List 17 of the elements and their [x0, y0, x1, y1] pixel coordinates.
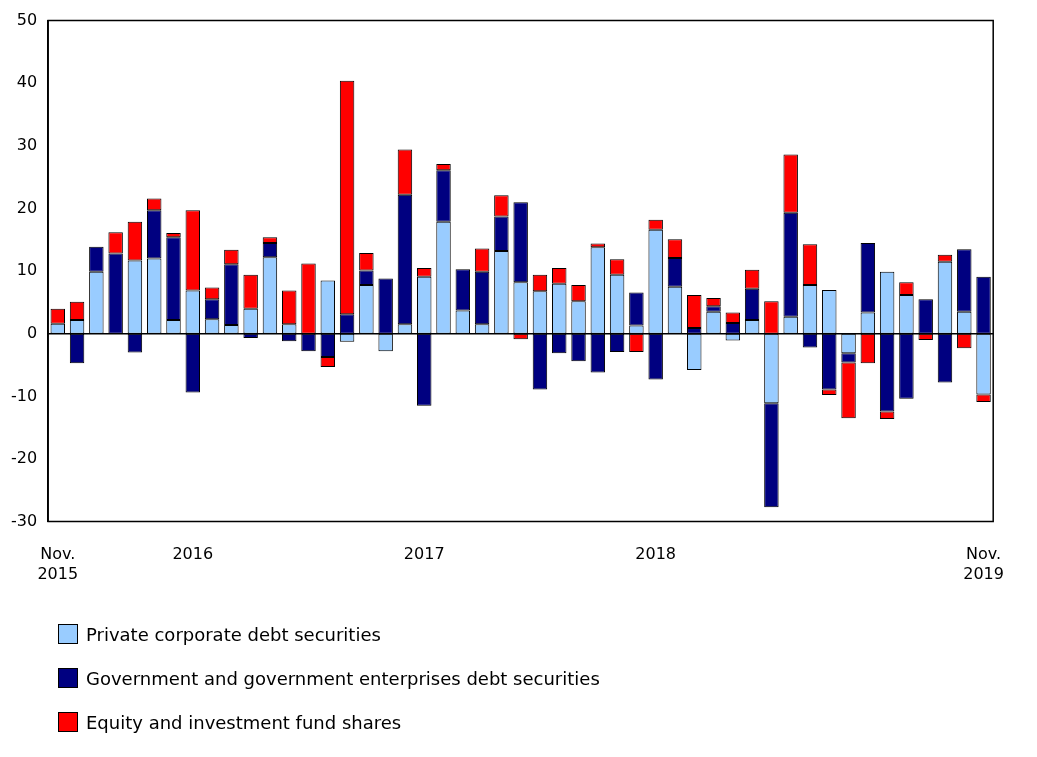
x-tick-label: 2018 — [635, 544, 677, 564]
y-tick-label: 50 — [16, 9, 38, 29]
y-tick-label: 30 — [16, 135, 38, 155]
legend-label: Government and government enterprises debt securities — [86, 667, 600, 689]
legend-label: Equity and investment fund shares — [86, 711, 402, 733]
x-tick-label: Nov. 2019 — [963, 544, 1004, 583]
y-tick-label: -10 — [10, 385, 38, 405]
x-tick-label: 2016 — [172, 544, 214, 564]
y-tick-label: 10 — [16, 260, 38, 280]
y-tick-label: 0 — [26, 322, 38, 342]
y-tick-label: -20 — [10, 448, 38, 468]
x-tick-label: Nov. 2015 — [37, 544, 79, 583]
y-tick-label: 20 — [16, 197, 38, 217]
y-tick-label: -30 — [10, 510, 38, 530]
legend-label: Private corporate debt securities — [86, 623, 381, 645]
y-tick-label: 40 — [16, 72, 38, 92]
x-tick-label: 2017 — [403, 544, 445, 564]
